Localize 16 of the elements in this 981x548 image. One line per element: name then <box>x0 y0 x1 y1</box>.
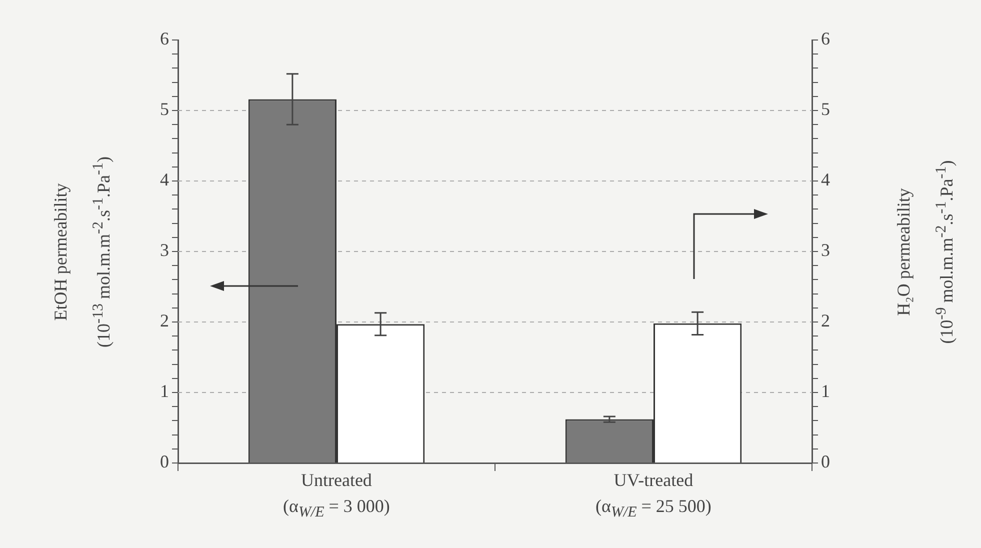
y2-tick-label: 6 <box>821 28 830 49</box>
x-tick-label: Untreated (α$_{W/E}$ = 3 000) <box>283 469 390 523</box>
y-tick-label: 6 <box>160 28 169 49</box>
y-tick-label: 4 <box>160 170 169 190</box>
y2-tick-label: 5 <box>821 99 830 120</box>
y-tick-label: 0 <box>160 452 169 472</box>
y-tick-label: 3 <box>160 240 169 260</box>
y2-tick-label: 3 <box>821 240 830 260</box>
y2-tick-label: 0 <box>821 452 830 472</box>
y2-tick-label: 2 <box>821 310 830 331</box>
y2-tick-label: 4 <box>821 170 830 190</box>
y-tick-label: 1 <box>160 381 169 402</box>
y2-tick-label: 1 <box>821 381 830 402</box>
x-tick-label: UV-treated (α$_{W/E}$ = 25 500) <box>596 469 712 523</box>
y-tick-label: 5 <box>160 99 169 120</box>
y-tick-label: 2 <box>160 310 169 331</box>
